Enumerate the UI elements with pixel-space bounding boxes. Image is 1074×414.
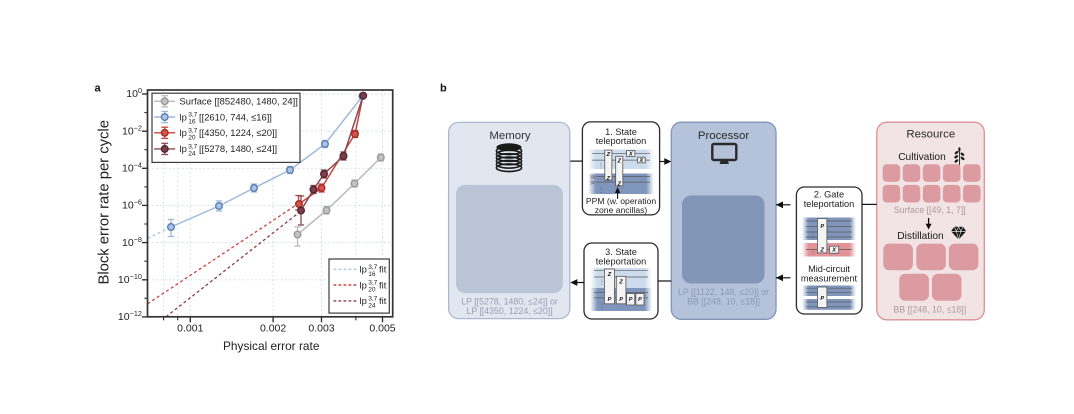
svg-text:Resource: Resource <box>906 129 955 141</box>
svg-text:fit: fit <box>379 264 387 275</box>
svg-text:LP [[5278, 1480, ≤24]] or: LP [[5278, 1480, ≤24]] or <box>461 297 558 307</box>
svg-text:X: X <box>628 151 634 157</box>
svg-text:zone ancillas): zone ancillas) <box>595 205 648 215</box>
svg-text:20: 20 <box>368 287 376 294</box>
svg-text:3,7: 3,7 <box>188 112 197 119</box>
svg-text:Z: Z <box>606 176 611 182</box>
svg-text:20: 20 <box>188 135 196 142</box>
svg-text:Z: Z <box>819 248 824 254</box>
svg-text:⋮: ⋮ <box>599 303 605 309</box>
svg-text:LP [[1122, 148, ≤20]] or: LP [[1122, 148, ≤20]] or <box>678 287 769 297</box>
svg-text:16: 16 <box>188 119 196 126</box>
svg-text:Distillation: Distillation <box>897 231 943 242</box>
svg-text:3,7: 3,7 <box>368 295 377 302</box>
svg-text:3,7: 3,7 <box>188 143 197 150</box>
svg-text:[[4350, 1224, ≤20]]: [[4350, 1224, ≤20]] <box>199 127 277 138</box>
svg-text:fit: fit <box>379 279 387 290</box>
svg-text:lp: lp <box>180 143 187 154</box>
svg-text:⋮: ⋮ <box>598 188 604 194</box>
svg-text:|0⟩: |0⟩ <box>591 174 596 179</box>
svg-text:lp: lp <box>360 264 367 275</box>
svg-text:lp: lp <box>360 279 367 290</box>
svg-text:3. State: 3. State <box>605 247 637 257</box>
svg-text:Surface [[49, 1, 7]]: Surface [[49, 1, 7]] <box>894 205 966 215</box>
svg-text:measurement: measurement <box>801 274 858 284</box>
svg-text:BB [[248, 10, ≤18]]: BB [[248, 10, ≤18]] <box>687 297 760 307</box>
svg-text:|0⟩: |0⟩ <box>591 180 596 185</box>
svg-text:1. State: 1. State <box>605 127 637 137</box>
svg-text:P: P <box>820 224 824 230</box>
svg-text:lp: lp <box>180 111 187 122</box>
svg-text:3,7: 3,7 <box>368 264 377 271</box>
svg-text:Surface [[852480, 1480, 24]]: Surface [[852480, 1480, 24]] <box>180 96 298 107</box>
svg-text:16: 16 <box>368 271 376 278</box>
svg-text:[[5278, 1480, ≤24]]: [[5278, 1480, ≤24]] <box>199 143 277 154</box>
svg-text:⋮: ⋮ <box>598 164 604 170</box>
svg-text:Cultivation: Cultivation <box>898 152 946 163</box>
svg-text:⋮: ⋮ <box>810 232 816 238</box>
svg-text:P: P <box>820 296 824 302</box>
svg-text:teleportation: teleportation <box>596 136 647 146</box>
svg-text:a: a <box>95 83 102 95</box>
svg-text:fit: fit <box>379 295 387 306</box>
svg-text:3,7: 3,7 <box>188 127 197 134</box>
svg-text:0.002: 0.002 <box>260 323 286 335</box>
svg-text:Memory: Memory <box>489 130 530 142</box>
svg-text:Z: Z <box>606 152 611 158</box>
svg-text:Block error rate per cycle: Block error rate per cycle <box>97 120 113 284</box>
svg-text:P: P <box>619 297 623 303</box>
svg-text:P: P <box>629 297 633 303</box>
svg-text:X: X <box>831 248 837 254</box>
svg-text:lp: lp <box>360 295 367 306</box>
svg-text:Mid-circuit: Mid-circuit <box>808 264 850 274</box>
svg-text:teleportation: teleportation <box>804 199 855 209</box>
svg-text:[[2610, 744, ≤16]]: [[2610, 744, ≤16]] <box>199 111 272 122</box>
svg-text:BB [[248, 10, ≤18]]: BB [[248, 10, ≤18]] <box>893 305 966 315</box>
svg-text:PPM (w. operation: PPM (w. operation <box>586 196 656 206</box>
svg-text:Z: Z <box>617 158 622 164</box>
svg-text:0.003: 0.003 <box>308 323 334 335</box>
svg-text:P: P <box>608 297 612 303</box>
svg-text:Z: Z <box>617 182 622 188</box>
svg-text:24: 24 <box>188 151 196 158</box>
svg-text:⋮: ⋮ <box>810 250 816 256</box>
svg-text:X: X <box>638 158 644 164</box>
svg-text:Processor: Processor <box>698 130 749 142</box>
svg-text:24: 24 <box>368 303 376 310</box>
svg-text:2. Gate: 2. Gate <box>814 190 844 200</box>
svg-text:teleportation: teleportation <box>596 256 647 266</box>
svg-text:Physical error rate: Physical error rate <box>223 339 320 353</box>
svg-text:3,7: 3,7 <box>368 280 377 287</box>
svg-text:b: b <box>440 83 447 95</box>
svg-text:Z: Z <box>618 279 623 285</box>
svg-text:lp: lp <box>180 127 187 138</box>
svg-text:LP [[4350, 1224, ≤20]]: LP [[4350, 1224, ≤20]] <box>466 306 552 316</box>
svg-text:Z: Z <box>607 272 612 278</box>
svg-text:⋮: ⋮ <box>599 280 605 286</box>
svg-text:0.001: 0.001 <box>177 323 203 335</box>
svg-text:P: P <box>638 297 642 303</box>
svg-text:0.005: 0.005 <box>369 323 395 335</box>
